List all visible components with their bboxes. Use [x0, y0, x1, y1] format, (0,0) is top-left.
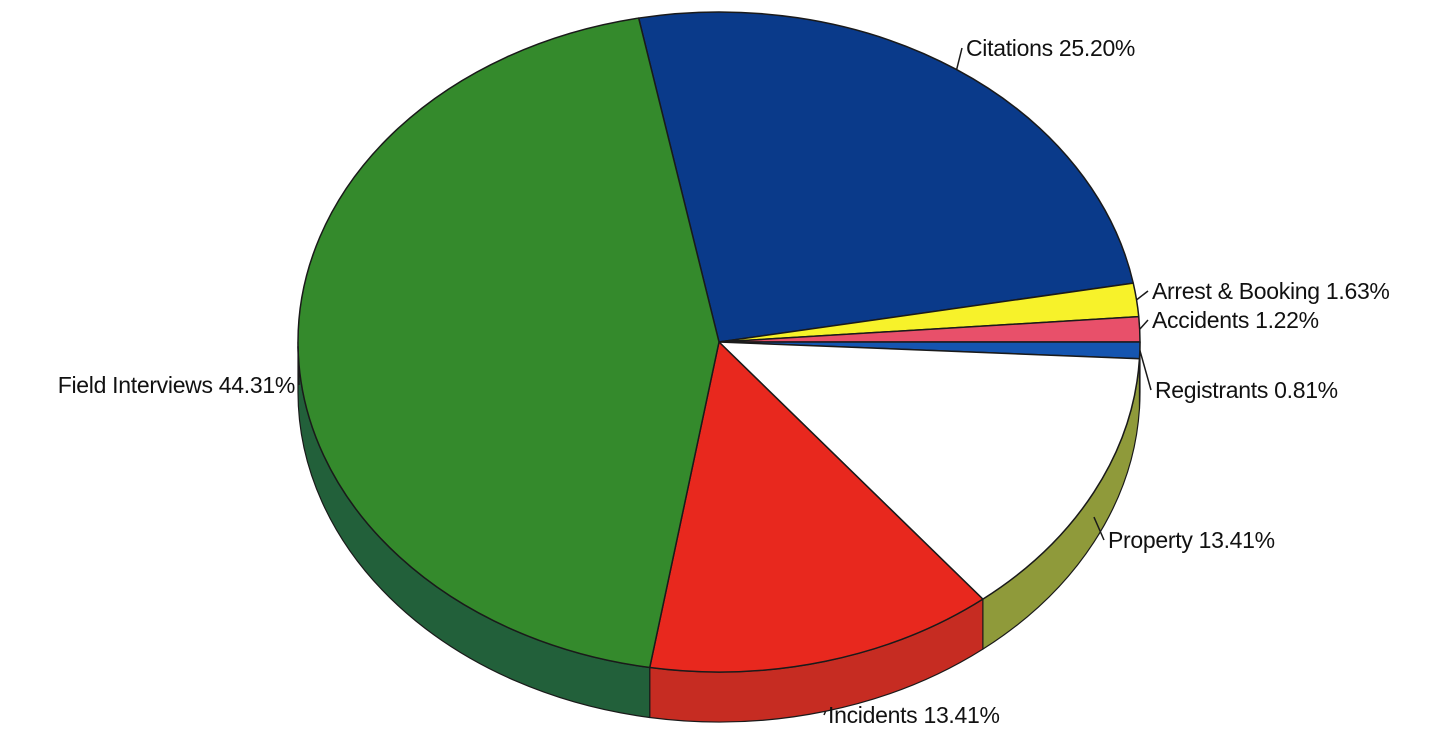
pie-slice-incidents[interactable] — [648, 341, 984, 673]
slice-label-accidents: Accidents 1.22% — [1152, 307, 1319, 333]
leader-line-incidents — [823, 710, 827, 716]
leader-line-citations — [955, 47, 963, 70]
slice-label-field-interviews: Field Interviews 44.31% — [58, 372, 295, 398]
slice-label-incidents: Incidents 13.41% — [828, 702, 1000, 728]
slice-label-citations: Citations 25.20% — [966, 35, 1135, 61]
leader-line-accidents — [1139, 319, 1149, 330]
slice-label-registrants: Registrants 0.81% — [1155, 377, 1338, 403]
pie-labels-layer: Citations 25.20% Arrest & Booking 1.63% Ac… — [58, 35, 1390, 728]
pie-slice-citations[interactable] — [637, 11, 1134, 343]
pie-slices-layer — [297, 11, 1141, 673]
slice-label-arrest-booking: Arrest & Booking 1.63% — [1152, 278, 1390, 304]
leader-line-property — [1093, 516, 1105, 541]
leader-line-arrest-booking — [1136, 290, 1149, 301]
pie-slice-property[interactable] — [718, 341, 1141, 600]
leader-line-field-interviews — [297, 346, 300, 386]
pie-slice-field-interviews[interactable] — [297, 17, 720, 669]
slice-label-property: Property 13.41% — [1108, 527, 1275, 553]
leader-line-registrants — [1139, 350, 1152, 391]
